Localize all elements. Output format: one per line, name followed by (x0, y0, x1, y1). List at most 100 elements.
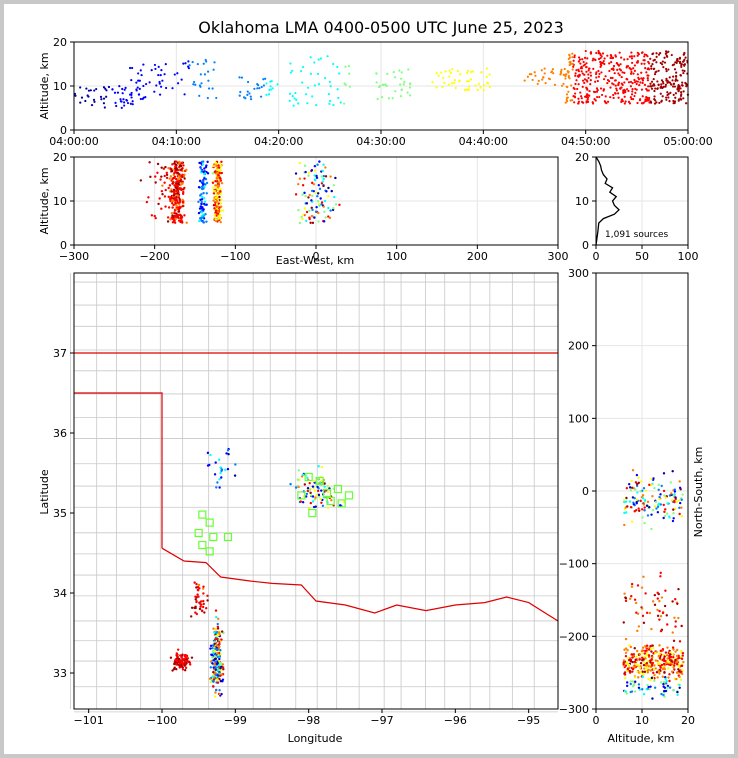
source-point (647, 60, 650, 64)
source-point (637, 664, 640, 667)
source-point (171, 202, 174, 205)
source-point (171, 206, 174, 209)
source-point (674, 96, 677, 99)
source-point (321, 169, 324, 173)
histogram-tick-label: 0 (582, 239, 589, 252)
source-point (174, 660, 177, 664)
source-point (181, 661, 184, 665)
source-point (218, 458, 221, 461)
source-point (567, 90, 570, 93)
source-point (637, 686, 641, 689)
source-point (256, 83, 259, 86)
source-point (170, 216, 173, 219)
source-point (658, 599, 661, 603)
source-point (587, 76, 590, 80)
source-point (646, 77, 649, 80)
source-point (258, 87, 261, 90)
source-point (658, 495, 661, 499)
source-point (645, 71, 648, 74)
source-point (327, 215, 330, 218)
source-point (137, 93, 141, 96)
source-point (319, 197, 322, 200)
source-point (212, 668, 216, 671)
source-point (671, 79, 674, 82)
source-point (184, 62, 187, 65)
source-point (180, 168, 183, 171)
source-point (248, 92, 251, 95)
source-point (663, 61, 667, 64)
source-point (185, 660, 188, 663)
source-point (187, 60, 190, 63)
source-point (643, 83, 647, 86)
source-point (541, 78, 544, 81)
source-point (176, 194, 179, 197)
source-point (678, 486, 682, 490)
source-point (638, 658, 641, 661)
source-point (594, 99, 597, 102)
source-point (675, 663, 679, 666)
source-point (680, 657, 684, 660)
source-point (465, 88, 468, 91)
source-point (169, 167, 172, 170)
source-point (215, 164, 218, 168)
source-point (668, 76, 671, 79)
source-point (303, 177, 306, 180)
source-point (685, 85, 688, 88)
source-point (584, 49, 587, 53)
source-point (154, 216, 157, 220)
source-point (212, 678, 216, 681)
source-point (649, 685, 652, 688)
source-point (634, 601, 638, 605)
source-point (158, 93, 162, 96)
source-point (638, 688, 642, 691)
northsouth-xlabel: Altitude, km (607, 732, 674, 745)
source-point (633, 94, 636, 98)
source-point (631, 61, 634, 64)
source-point (329, 175, 332, 178)
source-point (657, 53, 661, 56)
source-point (650, 676, 654, 680)
source-point (313, 61, 316, 64)
source-point (214, 609, 218, 612)
source-point (206, 160, 209, 164)
source-point (338, 72, 341, 75)
source-point (591, 59, 594, 62)
source-point (307, 171, 310, 175)
source-point (482, 88, 485, 92)
source-point (644, 592, 647, 595)
source-point (198, 219, 201, 223)
source-point (301, 193, 304, 196)
source-point (187, 65, 190, 68)
source-point (213, 207, 216, 210)
source-point (614, 79, 617, 82)
figure-canvas: Oklahoma LMA 0400-0500 UTC June 25, 2023… (4, 4, 734, 754)
source-point (214, 196, 218, 199)
source-point (202, 599, 205, 603)
source-point (646, 96, 649, 100)
source-point (628, 500, 632, 503)
source-point (646, 683, 649, 687)
longitude-tick-label: −99 (224, 714, 247, 727)
source-point (655, 55, 658, 58)
source-point (657, 83, 660, 86)
source-point (167, 206, 171, 209)
source-point (189, 615, 193, 618)
source-point (130, 93, 133, 96)
northsouth-tick-label: 100 (568, 412, 589, 425)
source-point (566, 85, 569, 89)
source-point (220, 160, 223, 164)
source-point (595, 90, 599, 93)
source-point (526, 75, 529, 78)
source-point (187, 660, 190, 663)
source-point (450, 82, 453, 85)
source-point (653, 58, 656, 61)
source-point (636, 649, 639, 653)
source-point (647, 665, 651, 668)
source-point (672, 82, 676, 85)
source-point (678, 480, 681, 483)
source-point (338, 504, 342, 507)
source-point (629, 85, 633, 88)
source-point (304, 219, 308, 223)
source-point (172, 194, 175, 197)
source-point (621, 83, 624, 87)
